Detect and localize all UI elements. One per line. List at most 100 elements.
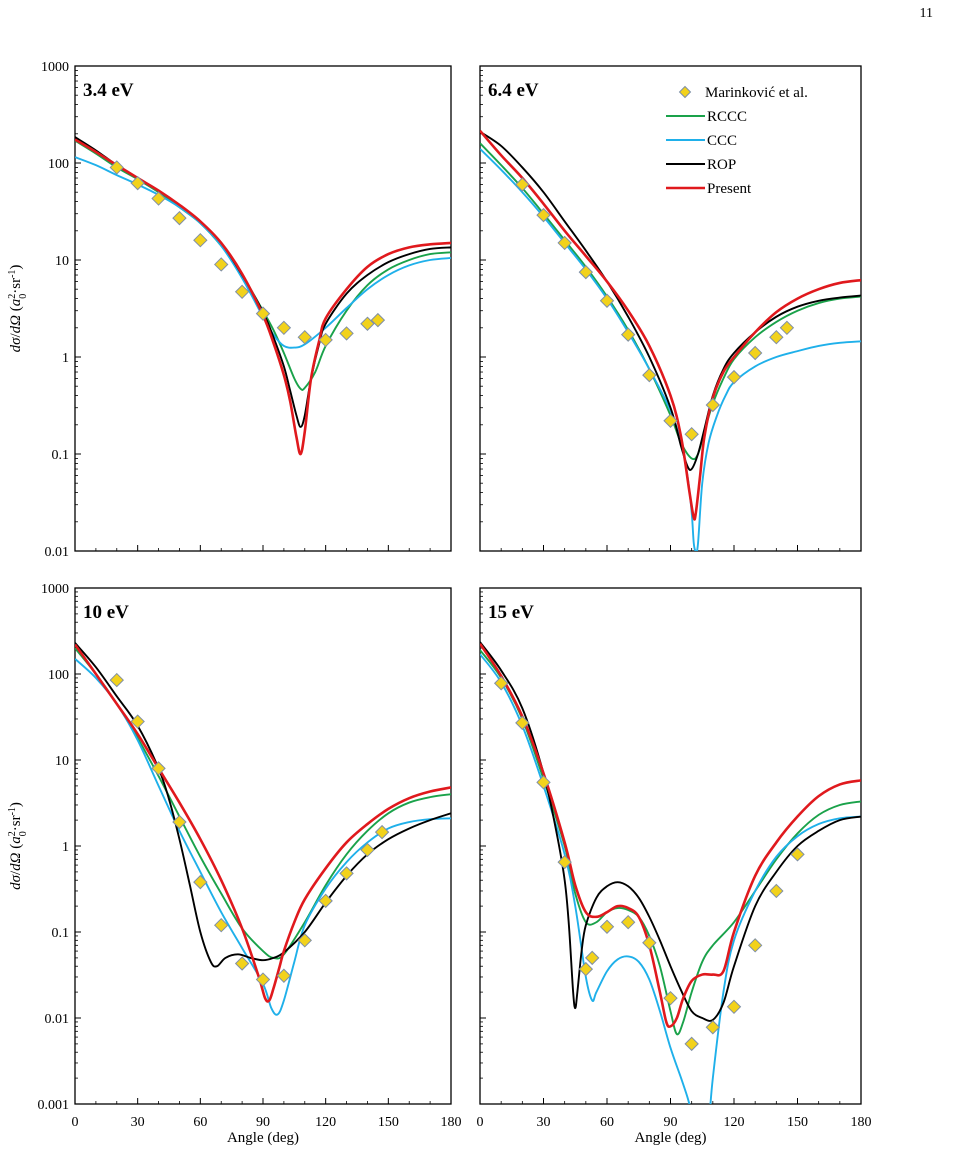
data-point-marinkovic [642,935,657,950]
data-point-marinkovic [536,207,551,223]
legend-label: ROP [707,157,736,173]
series-line-present [480,642,861,1029]
legend-marker [678,85,692,99]
series-line-rop [75,136,451,428]
data-point-marinkovic [705,1020,721,1035]
x-tick-label: 60 [600,1115,614,1130]
x-tick-label: 150 [787,1115,808,1130]
series-line-rccc [480,649,861,1036]
x-tick-label: 30 [131,1115,145,1130]
x-axis-label: Angle (deg) [227,1130,299,1146]
plot-frame [74,587,452,1105]
data-point-marinkovic [493,676,509,691]
data-point-marinkovic [193,232,208,248]
x-axis-label: Angle (deg) [634,1130,706,1146]
panel-2: 6.4 eV Marinković et al. RCCC CCC ROP Present [479,65,862,552]
data-point-marinkovic [318,332,333,348]
plot-area [75,136,451,456]
data-point-marinkovic [578,961,594,977]
data-point-marinkovic [297,933,312,948]
data-point-marinkovic [234,956,250,971]
y-axis-label: dσ/dΩ (a02·sr-1) [7,265,29,353]
data-point-marinkovic [318,893,333,909]
y-tick-label: 10 [55,254,69,269]
series-line-rop [480,641,861,1022]
x-tick-label: 60 [193,1115,207,1130]
x-tick-label: 180 [851,1115,872,1130]
data-point-marinkovic [536,775,551,790]
data-point-marinkovic [599,919,615,934]
data-point-marinkovic [109,160,124,175]
y-tick-label: 0.1 [52,926,70,941]
y-tick-label: 0.01 [45,1012,70,1027]
data-point-marinkovic [172,814,187,830]
x-tick-label: 120 [724,1115,745,1130]
data-point-marinkovic [515,177,530,192]
page-number: 11 [919,6,933,21]
data-point-marinkovic [599,293,615,308]
y-tick-label: 1000 [41,582,69,597]
x-tick-label: 90 [256,1115,270,1130]
series-line-rccc [75,139,451,391]
data-point-marinkovic [726,999,742,1014]
y-tick-label: 1 [62,351,69,366]
data-point-marinkovic [370,312,386,328]
data-point-marinkovic [557,235,572,251]
y-tick-label: 0.01 [45,545,70,560]
plot-area [75,642,451,1016]
data-point-marinkovic [769,329,784,345]
data-point-marinkovic [726,369,742,385]
series-line-ccc [480,653,861,1104]
y-tick-label: 100 [48,157,69,172]
data-point-marinkovic [557,854,572,870]
data-point-marinkovic [663,990,678,1006]
y-tick-label: 0.1 [52,448,70,463]
data-point-marinkovic [642,367,657,383]
y-tick-label: 1 [62,840,69,855]
data-point-marinkovic [620,327,636,342]
data-point-marinkovic [151,761,166,776]
data-point-marinkovic [234,284,250,300]
data-point-marinkovic [684,426,699,442]
data-point-marinkovic [276,968,292,983]
panel-4: 0 30 60 90 120 150 180 Angle (deg) 15 eV [477,587,872,1146]
data-point-marinkovic [747,938,763,953]
y-tick-label: 0.001 [38,1098,70,1113]
series-line-present [75,138,451,456]
data-point-marinkovic [109,672,124,688]
panel-3: 0.001 0.01 0.1 1 10 100 1000 0 30 60 90 120 150 180 An… [7,582,462,1146]
data-point-marinkovic [515,715,530,731]
plot-area [480,129,861,551]
x-tick-label: 90 [664,1115,678,1130]
data-point-marinkovic [255,306,271,321]
data-point-marinkovic [214,917,229,933]
legend-label: Present [707,181,752,197]
data-point-marinkovic [214,257,229,272]
data-point-marinkovic [339,866,354,881]
plot-area [480,641,861,1104]
legend: Marinković et al. RCCC CCC ROP Present [666,85,808,197]
data-point-marinkovic [663,413,678,428]
series-line-ccc [75,658,451,1016]
data-point-marinkovic [172,210,187,226]
series-line-ccc [480,148,861,551]
y-tick-label: 100 [48,668,69,683]
series-line-rccc [75,647,451,960]
data-point-marinkovic [193,874,208,890]
x-tick-label: 0 [477,1115,484,1130]
data-point-marinkovic [769,883,784,899]
panel-title: 3.4 eV [83,80,134,101]
data-point-marinkovic [130,714,145,729]
x-tick-label: 30 [537,1115,551,1130]
data-point-marinkovic [779,320,795,336]
panel-title: 15 eV [488,602,534,623]
x-tick-label: 120 [315,1115,336,1130]
x-tick-label: 180 [441,1115,462,1130]
series-line-rop [480,130,861,471]
y-tick-label: 10 [55,754,69,769]
panel-title: 10 eV [83,602,129,623]
legend-label: Marinković et al. [705,85,808,101]
data-point-marinkovic [297,329,312,345]
data-point-marinkovic [747,345,763,361]
